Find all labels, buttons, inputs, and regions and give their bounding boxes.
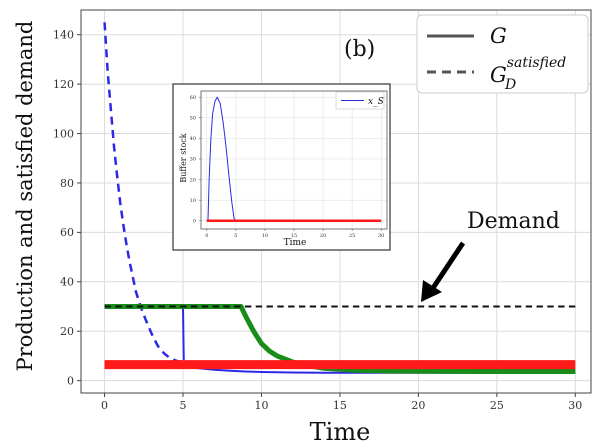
x-tick-label: 30 <box>568 399 582 412</box>
x-tick-label: 25 <box>349 233 355 239</box>
y-tick-label: 50 <box>190 116 196 122</box>
x-tick-label: 0 <box>101 399 108 412</box>
x-tick-label: 25 <box>490 399 504 412</box>
x-tick-label: 15 <box>333 399 347 412</box>
y-tick-label: 10 <box>190 198 196 204</box>
y-tick-label: 0 <box>193 219 196 225</box>
y-tick-label: 100 <box>53 127 74 140</box>
x-tick-label: 0 <box>205 233 208 239</box>
x-tick-label: 30 <box>378 233 384 239</box>
legend-label-gd-sub: D <box>504 77 516 93</box>
y-tick-label: 20 <box>60 325 74 338</box>
demand-annotation: Demand <box>467 209 560 234</box>
y-tick-label: 120 <box>53 78 74 91</box>
legend-label-gd-sup: satisfied <box>507 55 566 71</box>
inset-x-label: Time <box>284 238 307 248</box>
y-tick-label: 40 <box>190 136 196 142</box>
legend: G Gsatisfied D <box>417 15 588 93</box>
x-tick-label: 10 <box>262 233 268 239</box>
y-axis-label: Production and satisfied demand <box>13 21 37 372</box>
x-tick-label: 20 <box>320 233 326 239</box>
y-tick-label: 0 <box>67 374 74 387</box>
x-tick-label: 5 <box>180 399 187 412</box>
y-tick-label: 30 <box>190 157 196 163</box>
x-tick-label: 10 <box>254 399 268 412</box>
y-tick-label: 60 <box>190 95 196 101</box>
y-tick-label: 140 <box>53 29 74 42</box>
y-tick-label: 40 <box>60 276 74 289</box>
inset-legend: x_S <box>336 92 384 109</box>
legend-label-g: G <box>490 24 507 48</box>
y-tick-label: 60 <box>60 226 74 239</box>
series-line-g-blue <box>105 22 183 362</box>
x-tick-label: 5 <box>234 233 237 239</box>
inset-legend-label: x_S <box>368 97 384 107</box>
inset-y-label: Buffer stock <box>179 133 188 182</box>
y-tick-label: 20 <box>190 177 196 183</box>
demand-arrow <box>421 243 463 302</box>
y-tick-label: 80 <box>60 177 74 190</box>
x-tick-label: 20 <box>411 399 425 412</box>
panel-label: (b) <box>344 37 375 62</box>
x-axis-label: Time <box>310 418 371 446</box>
